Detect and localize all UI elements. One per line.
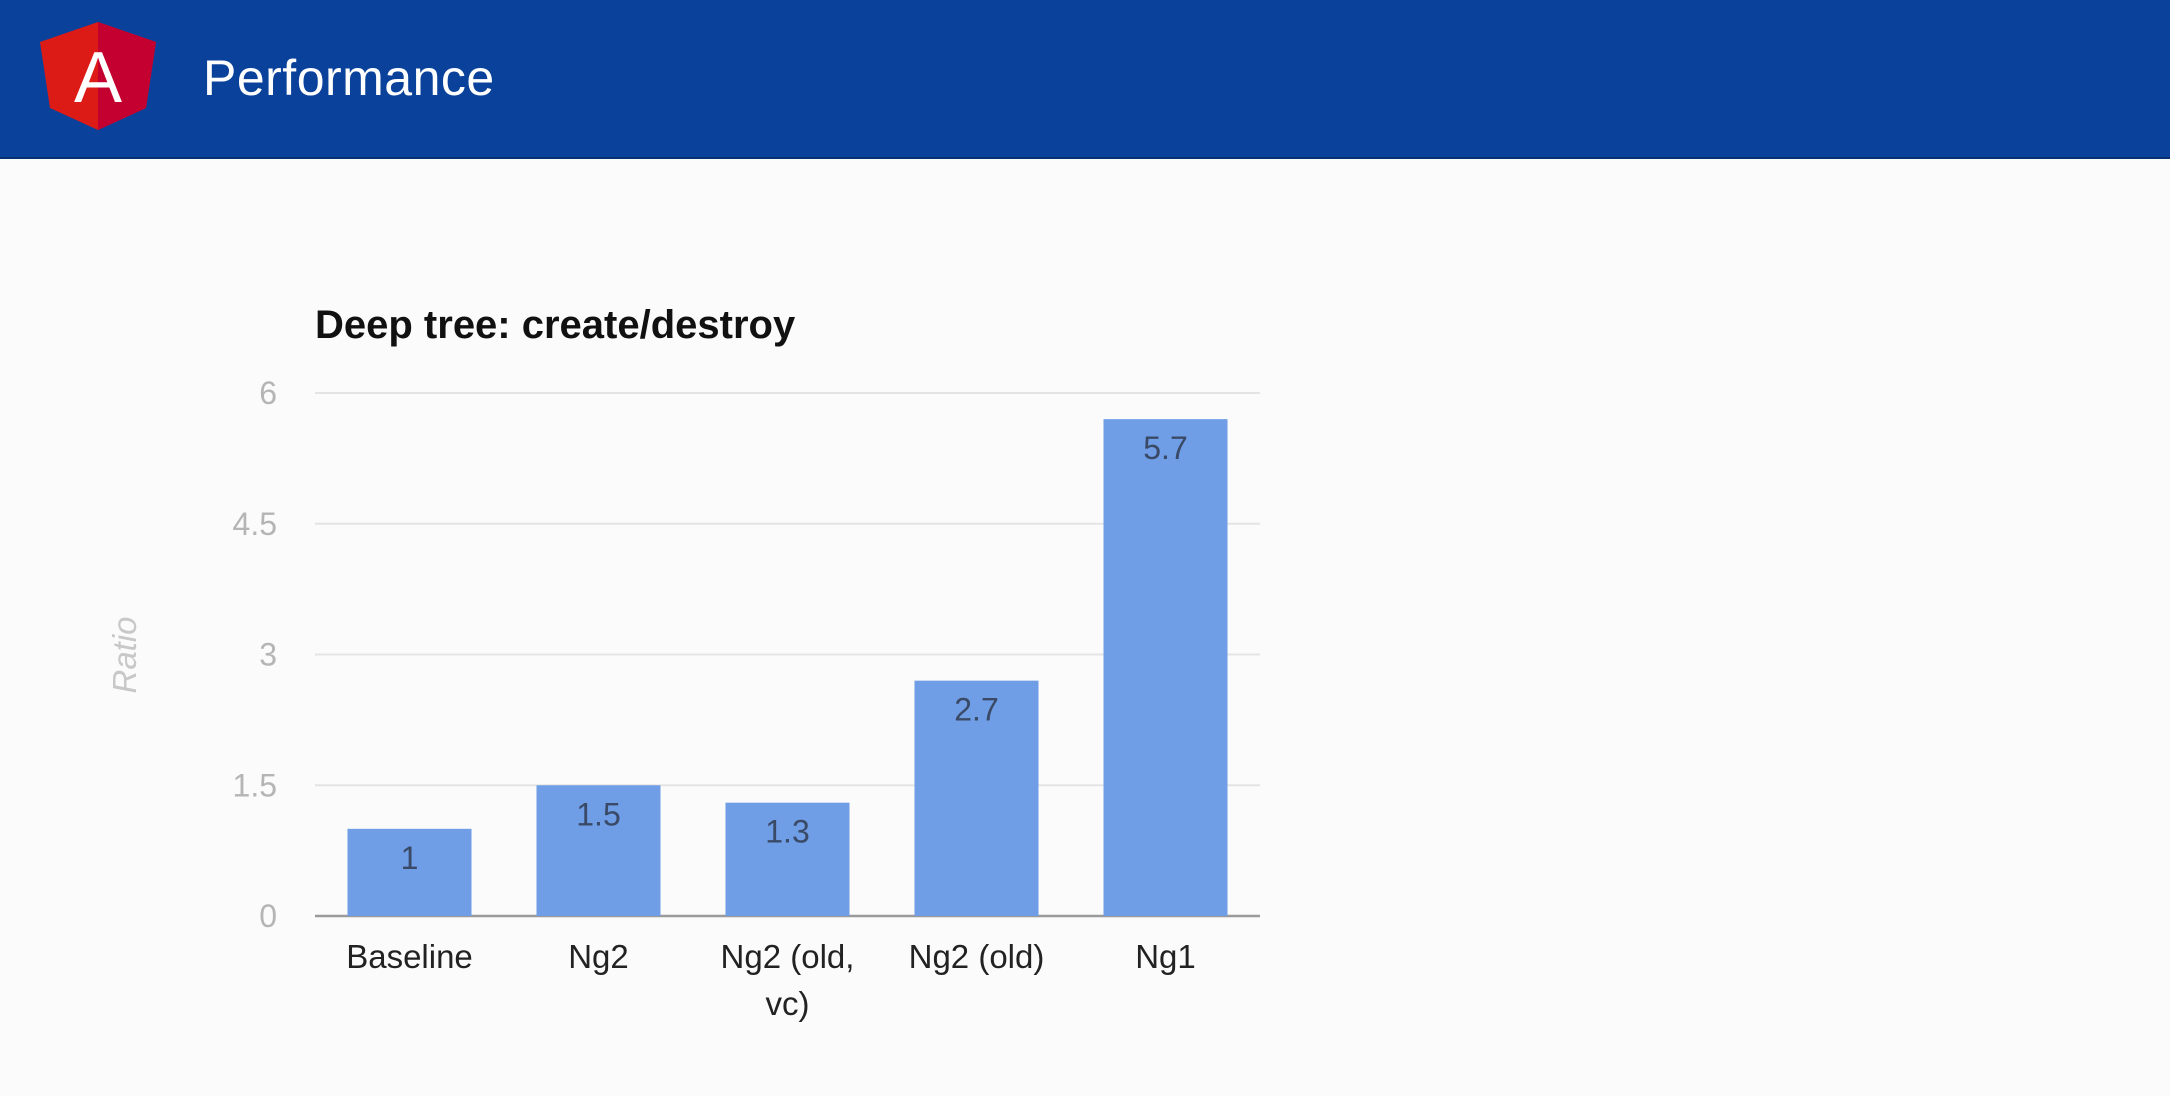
chart-title: Deep tree: create/destroy <box>315 303 796 347</box>
y-tick-label: 1.5 <box>233 767 277 803</box>
y-axis-title: Ratio <box>106 616 143 693</box>
y-axis-ticks: 0 1.5 3 4.5 6 <box>233 375 277 934</box>
bar-data-label: 2.7 <box>954 692 998 728</box>
page-title: Performance <box>203 50 495 106</box>
y-tick-label: 6 <box>259 375 277 411</box>
bar <box>914 680 1039 916</box>
x-category-label: Ng2 (old, vc) <box>721 938 855 1022</box>
slide-header: A Performance <box>0 0 2170 159</box>
angular-logo-icon: A <box>40 22 156 130</box>
bar <box>536 785 661 916</box>
bar-data-label: 1.5 <box>576 796 620 832</box>
y-tick-label: 4.5 <box>233 506 277 542</box>
y-tick-label: 0 <box>259 898 277 934</box>
x-category-label: Ng1 <box>1135 938 1196 975</box>
x-category-label: Baseline <box>346 938 473 975</box>
bar <box>347 828 472 916</box>
x-axis-categories: Baseline Ng2 Ng2 (old, vc) Ng2 (old) Ng1 <box>346 938 1196 1022</box>
bar <box>725 802 850 916</box>
x-category-label: Ng2 <box>568 938 629 975</box>
logo-letter: A <box>74 38 122 118</box>
bar-data-label: 5.7 <box>1143 430 1187 466</box>
bar-data-label: 1.3 <box>765 814 809 850</box>
bars: 1 1.5 1.3 2.7 5.7 <box>347 419 1228 916</box>
y-tick-label: 3 <box>259 637 277 673</box>
bar-data-label: 1 <box>401 840 419 876</box>
bar <box>1103 419 1228 916</box>
x-category-label: Ng2 (old) <box>909 938 1045 975</box>
